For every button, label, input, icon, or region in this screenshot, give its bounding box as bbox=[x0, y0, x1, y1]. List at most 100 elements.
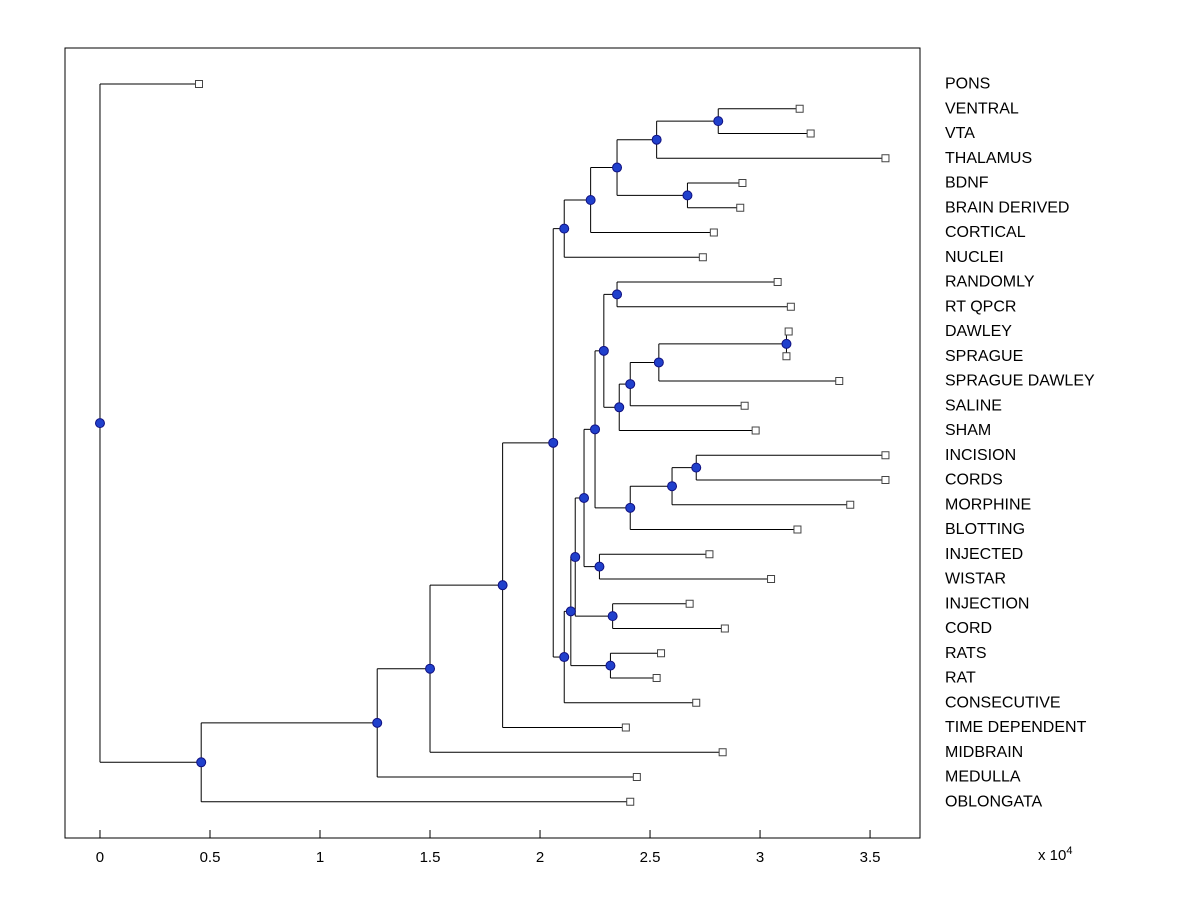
leaf-label: WISTAR bbox=[945, 571, 1006, 588]
internal-node-marker bbox=[497, 580, 508, 591]
leaf-label: THALAMUS bbox=[945, 150, 1032, 167]
leaf-marker bbox=[736, 203, 745, 212]
axis-multiplier-label: x 104 bbox=[1038, 845, 1072, 864]
leaf-label: RATS bbox=[945, 645, 986, 662]
leaf-label: OBLONGATA bbox=[945, 793, 1043, 810]
leaf-marker bbox=[626, 797, 635, 806]
internal-node-marker bbox=[425, 663, 436, 674]
leaf-label: BLOTTING bbox=[945, 521, 1025, 538]
leaf-marker bbox=[657, 649, 666, 658]
x-tick-label: 3.5 bbox=[860, 849, 881, 866]
internal-node-marker bbox=[196, 757, 207, 768]
leaf-marker bbox=[720, 624, 729, 633]
leaf-marker bbox=[751, 426, 760, 435]
internal-node-marker bbox=[682, 190, 693, 201]
leaf-label: PONS bbox=[945, 76, 990, 93]
internal-node-marker bbox=[570, 552, 581, 563]
leaf-marker bbox=[784, 327, 793, 336]
x-tick-label: 1 bbox=[316, 849, 324, 866]
leaf-label: SALINE bbox=[945, 397, 1002, 414]
leaf-label: VENTRAL bbox=[945, 100, 1019, 117]
leaf-label: CORTICAL bbox=[945, 224, 1026, 241]
internal-node-marker bbox=[625, 379, 636, 390]
leaf-label: SPRAGUE DAWLEY bbox=[945, 373, 1095, 390]
leaf-marker bbox=[705, 550, 714, 559]
leaf-label: CORD bbox=[945, 620, 992, 637]
leaf-marker bbox=[698, 253, 707, 262]
internal-node-marker bbox=[653, 357, 664, 368]
internal-node-marker bbox=[372, 717, 383, 728]
leaf-marker bbox=[795, 104, 804, 113]
leaf-label: MORPHINE bbox=[945, 496, 1031, 513]
axis-multiplier-exponent: 4 bbox=[1066, 845, 1073, 857]
leaf-label: BRAIN DERIVED bbox=[945, 199, 1069, 216]
leaf-marker bbox=[846, 500, 855, 509]
leaf-label: VTA bbox=[945, 125, 975, 142]
leaf-label: NUCLEI bbox=[945, 249, 1004, 266]
leaf-marker bbox=[881, 451, 890, 460]
internal-node-marker bbox=[585, 195, 596, 206]
leaf-marker bbox=[709, 228, 718, 237]
x-tick-label: 2 bbox=[536, 849, 544, 866]
internal-node-marker bbox=[651, 134, 662, 145]
leaf-marker bbox=[632, 773, 641, 781]
leaf-marker bbox=[621, 723, 630, 732]
leaf-marker bbox=[881, 154, 890, 163]
internal-node-marker bbox=[713, 116, 724, 127]
axis-multiplier-text: x 10 bbox=[1038, 847, 1067, 864]
leaf-marker bbox=[718, 748, 727, 757]
internal-node-marker bbox=[625, 502, 636, 513]
leaf-marker bbox=[786, 302, 795, 311]
leaf-marker bbox=[194, 80, 203, 88]
leaf-label: RAT bbox=[945, 670, 976, 687]
x-tick-label: 0 bbox=[96, 849, 104, 866]
internal-node-marker bbox=[565, 606, 576, 617]
x-tick-label: 3 bbox=[756, 849, 764, 866]
leaf-marker bbox=[835, 377, 844, 385]
leaf-marker bbox=[685, 599, 694, 608]
leaf-marker bbox=[773, 278, 782, 286]
leaf-label: CORDS bbox=[945, 472, 1003, 489]
leaf-marker bbox=[740, 401, 749, 410]
internal-node-marker bbox=[612, 289, 623, 300]
internal-node-marker bbox=[559, 223, 570, 234]
leaf-marker bbox=[652, 674, 661, 682]
internal-node-marker bbox=[94, 418, 105, 429]
internal-node-marker bbox=[691, 462, 702, 473]
internal-node-marker bbox=[605, 660, 616, 671]
leaf-label: SPRAGUE bbox=[945, 348, 1023, 365]
leaf-label: INCISION bbox=[945, 447, 1016, 464]
leaf-marker bbox=[793, 525, 802, 534]
x-tick-label: 1.5 bbox=[420, 849, 441, 866]
internal-node-marker bbox=[612, 162, 623, 173]
leaf-marker bbox=[806, 129, 815, 138]
leaf-label: SHAM bbox=[945, 422, 991, 439]
leaf-marker bbox=[881, 476, 890, 484]
leaf-marker bbox=[782, 352, 791, 361]
x-tick-label: 2.5 bbox=[640, 849, 661, 866]
internal-node-marker bbox=[579, 492, 590, 503]
internal-node-marker bbox=[559, 652, 570, 663]
internal-node-marker bbox=[590, 424, 601, 435]
internal-node-marker bbox=[598, 345, 609, 356]
leaf-marker bbox=[692, 698, 701, 707]
leaf-label: INJECTION bbox=[945, 595, 1029, 612]
leaf-label: TIME DEPENDENT bbox=[945, 719, 1087, 736]
leaf-label: MIDBRAIN bbox=[945, 744, 1023, 761]
leaf-label: CONSECUTIVE bbox=[945, 694, 1061, 711]
leaf-label: DAWLEY bbox=[945, 323, 1012, 340]
leaf-label: MEDULLA bbox=[945, 769, 1021, 786]
internal-node-marker bbox=[614, 402, 625, 413]
internal-node-marker bbox=[667, 481, 678, 492]
axis-box bbox=[64, 47, 921, 839]
x-tick-label: 0.5 bbox=[200, 849, 221, 866]
leaf-label: RANDOMLY bbox=[945, 274, 1035, 291]
leaf-label: INJECTED bbox=[945, 546, 1023, 563]
leaf-marker bbox=[738, 179, 747, 187]
leaf-label: BDNF bbox=[945, 175, 989, 192]
internal-node-marker bbox=[607, 611, 618, 622]
leaf-marker bbox=[767, 575, 776, 583]
leaf-label: RT QPCR bbox=[945, 298, 1016, 315]
